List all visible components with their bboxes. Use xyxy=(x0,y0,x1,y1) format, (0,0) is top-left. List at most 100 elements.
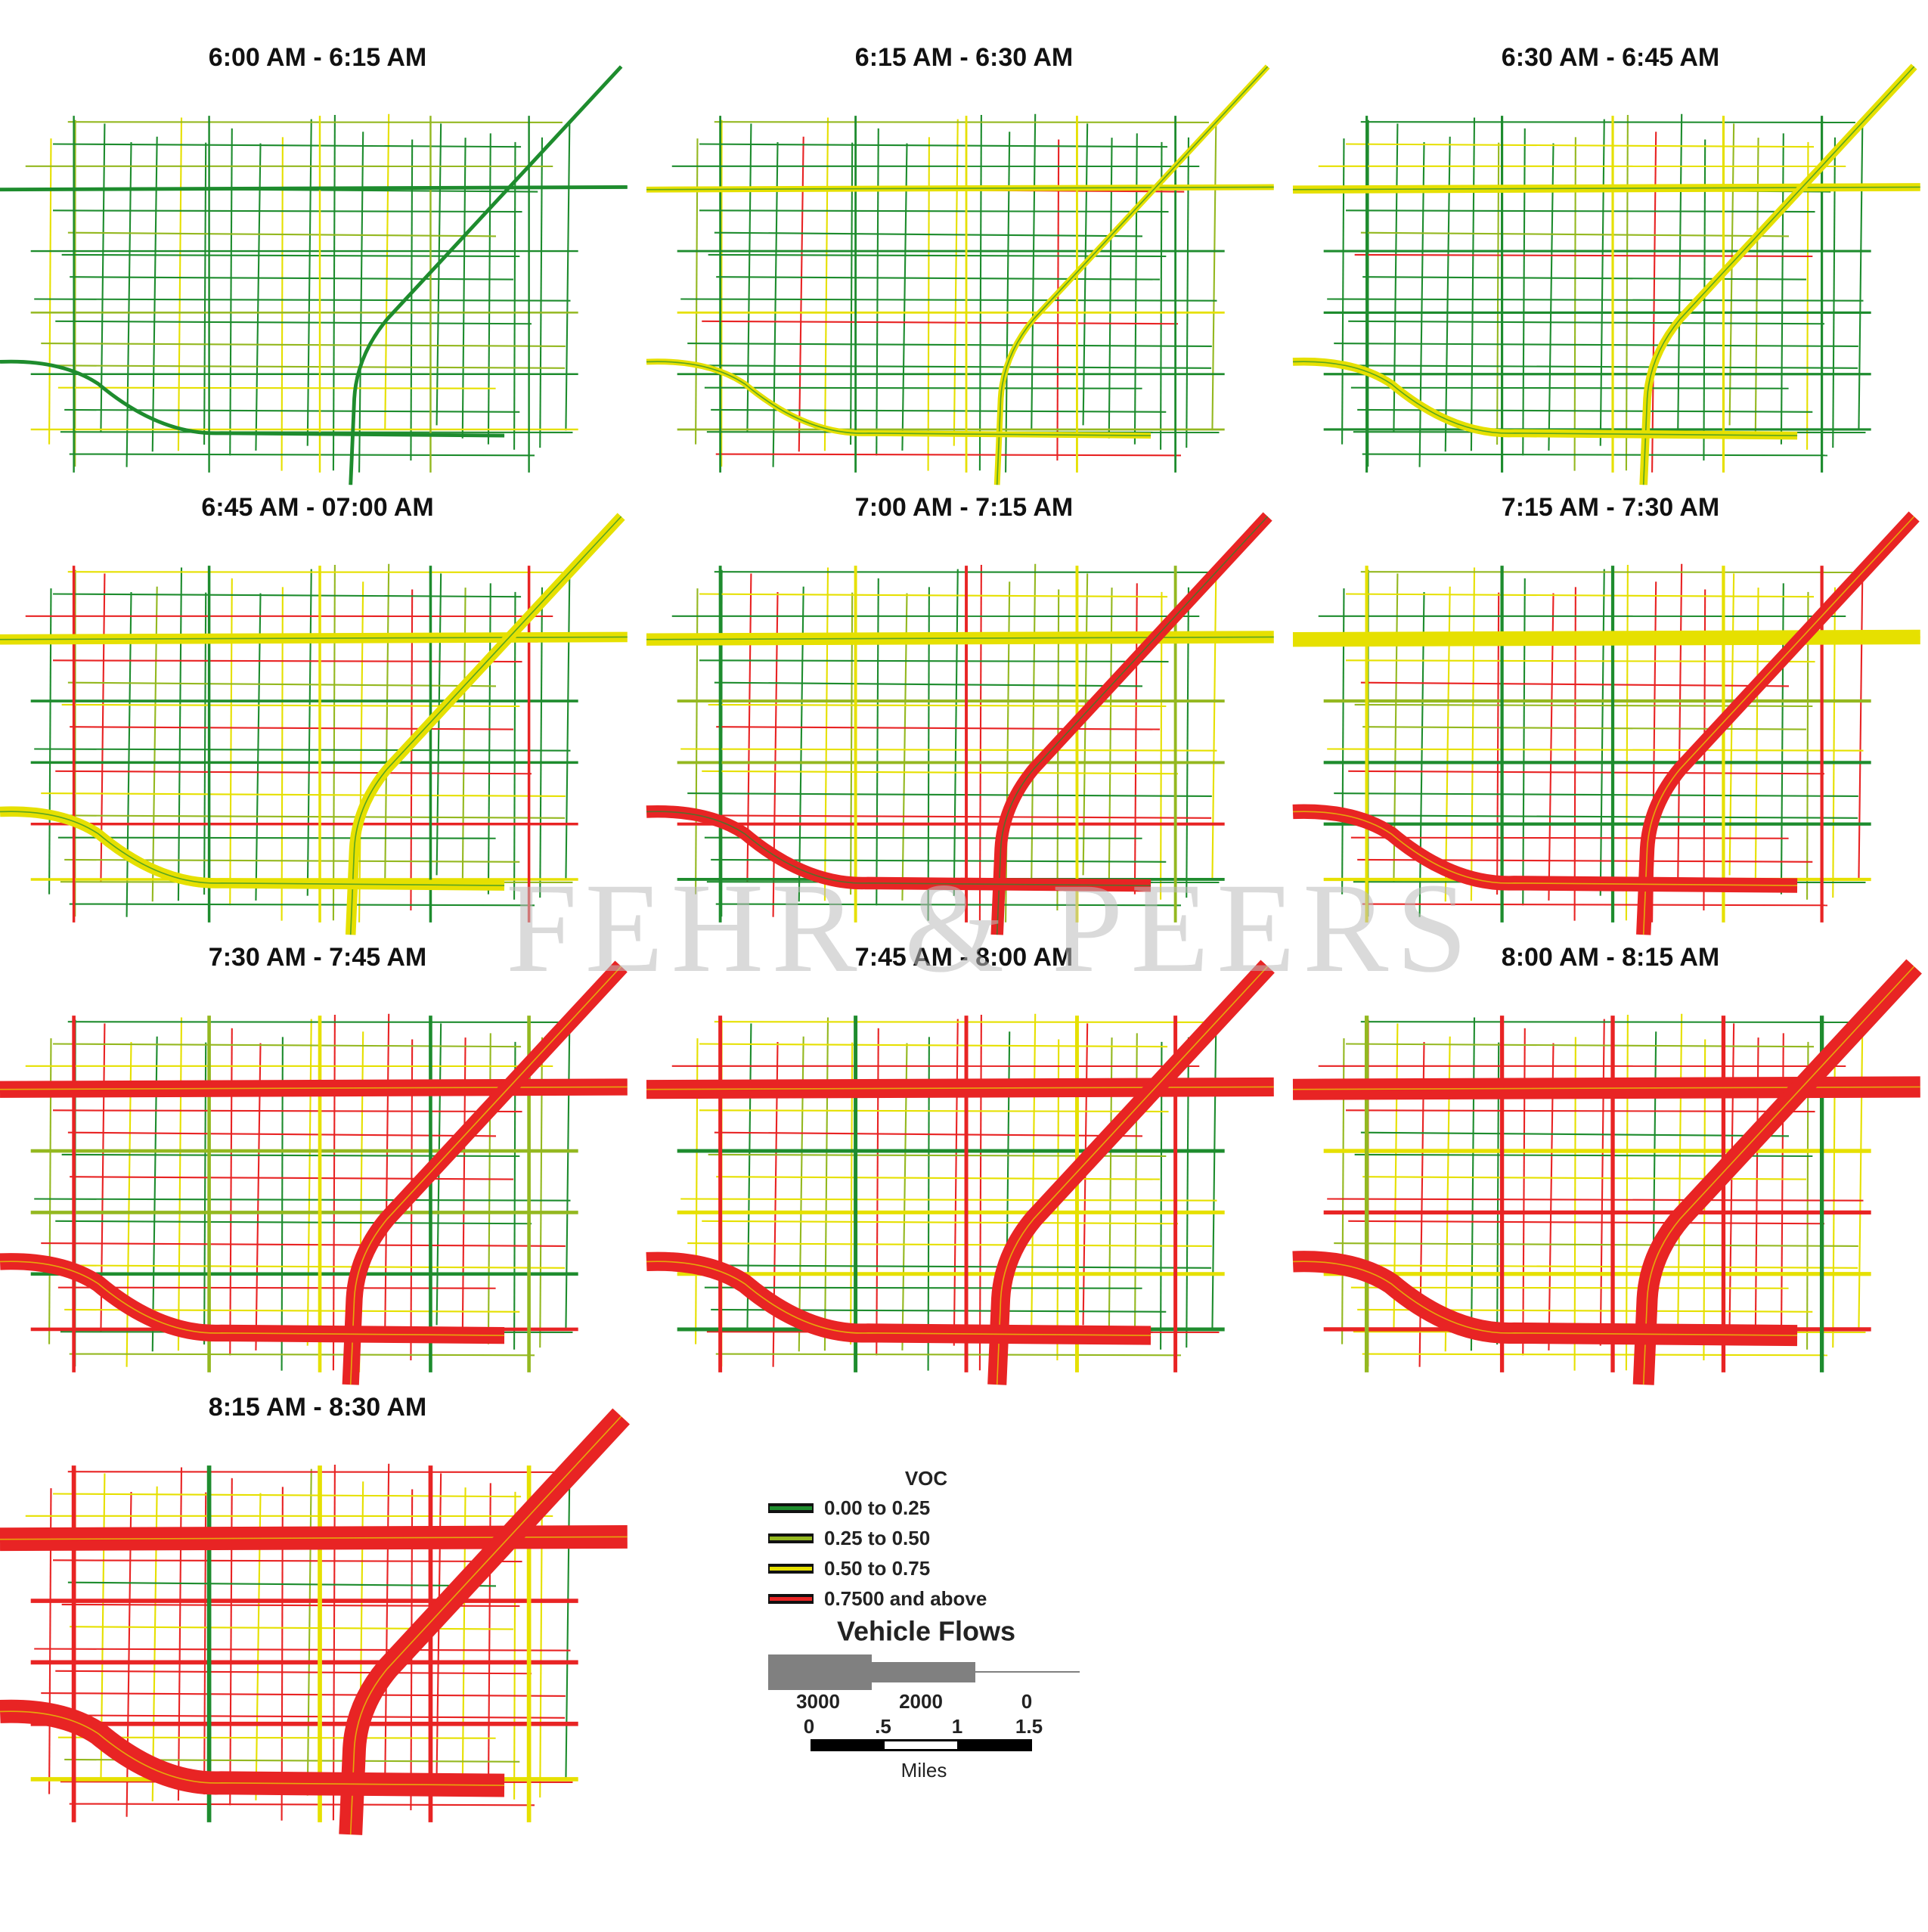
road xyxy=(716,277,1160,279)
road xyxy=(687,343,1212,346)
road xyxy=(41,343,566,346)
scale-label: 1.5 xyxy=(1015,1715,1043,1738)
road xyxy=(825,567,828,901)
road xyxy=(230,578,232,905)
freeway-centerline xyxy=(1644,966,1914,1385)
road xyxy=(1212,573,1216,881)
road xyxy=(55,321,532,324)
road xyxy=(308,1469,312,1796)
road xyxy=(1342,138,1344,445)
road xyxy=(1006,132,1009,472)
panel-title: 6:00 AM - 6:15 AM xyxy=(209,43,426,72)
road xyxy=(488,583,491,894)
legend-swatch xyxy=(770,1537,812,1540)
road xyxy=(687,793,1212,796)
road xyxy=(1626,1015,1628,1370)
road xyxy=(68,1471,563,1472)
panel-title: 7:15 AM - 7:30 AM xyxy=(1502,493,1719,522)
road xyxy=(1362,454,1827,456)
road xyxy=(53,1560,522,1561)
freeway xyxy=(351,67,621,485)
road xyxy=(53,660,522,662)
road xyxy=(1858,573,1862,881)
road xyxy=(716,454,1181,456)
road xyxy=(1346,1110,1815,1112)
road xyxy=(699,210,1169,212)
road xyxy=(566,123,569,431)
road xyxy=(708,255,1167,256)
road xyxy=(1031,564,1035,880)
road xyxy=(41,1693,566,1696)
road xyxy=(70,1354,535,1356)
road xyxy=(702,771,1178,774)
freeway xyxy=(1644,966,1914,1385)
flow-bar-medium xyxy=(872,1662,975,1682)
road xyxy=(1523,129,1525,455)
panel-title: 7:30 AM - 7:45 AM xyxy=(209,943,426,972)
freeway xyxy=(1644,516,1914,935)
road xyxy=(1212,123,1216,431)
scale-label: .5 xyxy=(875,1715,891,1738)
road xyxy=(385,564,389,880)
flow-bar-thick xyxy=(768,1654,872,1690)
legend-swatch xyxy=(770,1567,812,1571)
road xyxy=(1471,117,1474,451)
legend-title: VOC xyxy=(905,1467,948,1490)
road xyxy=(980,1015,981,1370)
road xyxy=(1135,133,1137,444)
road xyxy=(178,1017,181,1351)
road xyxy=(53,594,521,597)
road xyxy=(230,1028,232,1355)
freeway xyxy=(997,966,1268,1385)
road xyxy=(49,138,51,445)
road xyxy=(716,1177,1160,1179)
scale-label: 1 xyxy=(952,1715,962,1738)
road xyxy=(1334,343,1858,346)
road xyxy=(359,132,363,472)
road xyxy=(1730,123,1734,425)
legend: VOC 0.00 to 0.25 0.25 to 0.50 0.50 to 0.… xyxy=(768,1467,1080,1782)
panel-title: 6:45 AM - 07:00 AM xyxy=(201,493,433,522)
freeway-centerline xyxy=(1644,67,1914,485)
road xyxy=(1212,1023,1216,1331)
panel-title: 8:00 AM - 8:15 AM xyxy=(1502,943,1719,972)
freeway xyxy=(351,1416,621,1834)
road xyxy=(385,114,389,430)
road xyxy=(333,115,335,470)
road xyxy=(1601,569,1604,896)
road xyxy=(1601,119,1604,446)
road xyxy=(62,255,520,256)
road xyxy=(385,1014,389,1330)
road xyxy=(1858,1023,1862,1331)
road xyxy=(1362,1354,1827,1356)
panel-title: 6:15 AM - 6:30 AM xyxy=(855,43,1073,72)
road xyxy=(876,129,879,455)
road xyxy=(1346,144,1814,147)
scale-bar-segment xyxy=(885,1741,957,1749)
legend-label: 0.25 to 0.50 xyxy=(824,1527,930,1549)
road xyxy=(53,1494,521,1497)
road xyxy=(70,1804,535,1806)
road xyxy=(70,904,535,906)
road xyxy=(1678,564,1682,880)
map xyxy=(646,966,1274,1385)
freeway-centerline xyxy=(351,67,621,485)
road xyxy=(1334,793,1858,796)
road xyxy=(1346,1044,1814,1047)
road xyxy=(1858,123,1862,431)
map xyxy=(646,67,1274,485)
road xyxy=(1471,1017,1474,1351)
panel-title: 7:00 AM - 7:15 AM xyxy=(855,493,1073,522)
road xyxy=(53,210,522,212)
road xyxy=(1031,1014,1035,1330)
road xyxy=(437,573,442,875)
road xyxy=(55,771,532,774)
road xyxy=(41,793,566,796)
road xyxy=(41,1243,566,1246)
road xyxy=(699,594,1167,597)
legend-label: 0.50 to 0.75 xyxy=(824,1557,930,1580)
flows-title: Vehicle Flows xyxy=(837,1616,1015,1647)
road xyxy=(333,1465,335,1820)
road xyxy=(540,138,542,448)
road xyxy=(70,277,513,279)
